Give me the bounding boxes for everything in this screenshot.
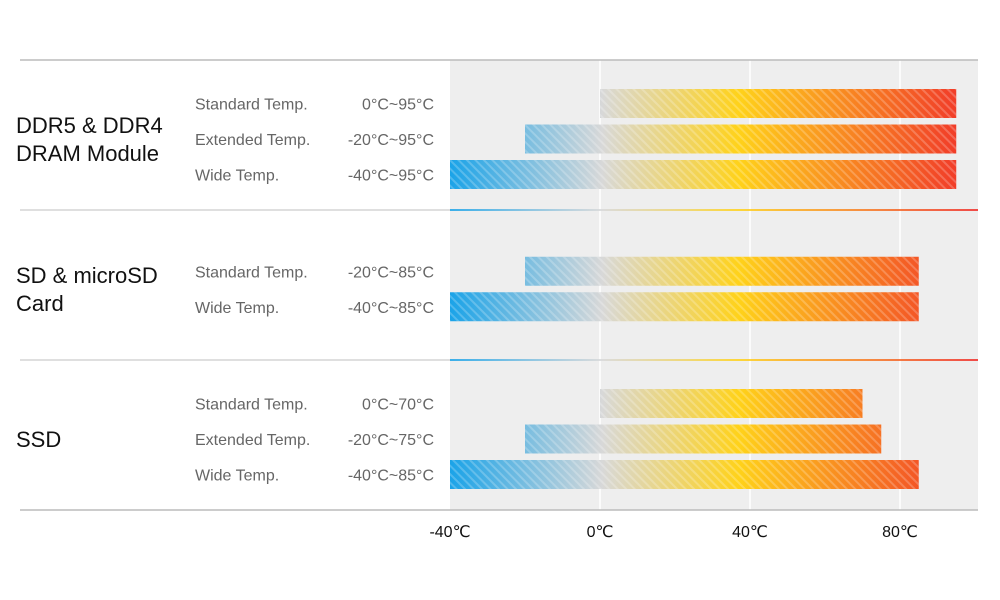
range-bar-texture (450, 292, 919, 322)
group-label: SD & microSD (16, 263, 158, 288)
x-tick-label: -40℃ (429, 524, 470, 541)
range-value-label: -40°C~85°C (348, 300, 434, 317)
row-label: Extended Temp. (195, 132, 310, 149)
row-label: Extended Temp. (195, 432, 310, 449)
group-divider-gradient (450, 359, 978, 361)
x-tick-label: 0℃ (587, 524, 614, 541)
labels: DDR5 & DDR4 DRAM Module Standard Temp. 0°C~… (16, 97, 434, 485)
range-bar-texture (525, 424, 882, 454)
row-label: Wide Temp. (195, 168, 279, 185)
row-label: Wide Temp. (195, 468, 279, 485)
range-value-label: 0°C~70°C (362, 397, 434, 414)
range-bar-texture (525, 256, 919, 286)
range-bar-texture (600, 389, 863, 418)
group-label: Card (16, 291, 64, 316)
range-value-label: -20°C~75°C (348, 432, 434, 449)
group-label: SSD (16, 427, 61, 452)
range-bar-texture (525, 124, 957, 154)
bars (450, 89, 957, 489)
range-value-label: -20°C~95°C (348, 132, 434, 149)
x-tick-label: 80℃ (882, 524, 918, 541)
range-value-label: -20°C~85°C (348, 264, 434, 281)
x-axis: -40℃ 0℃ 40℃ 80℃ (429, 524, 917, 541)
range-bar-texture (600, 89, 957, 118)
group-label: DDR5 & DDR4 (16, 113, 163, 138)
group-label: DRAM Module (16, 141, 159, 166)
x-tick-label: 40℃ (732, 524, 768, 541)
range-value-label: 0°C~95°C (362, 97, 434, 114)
range-value-label: -40°C~85°C (348, 468, 434, 485)
group-divider-gradient (450, 209, 978, 211)
range-bar-texture (450, 160, 957, 189)
range-bar-texture (450, 460, 919, 489)
row-label: Standard Temp. (195, 97, 308, 114)
group-separators (20, 59, 978, 511)
range-value-label: -40°C~95°C (348, 168, 434, 185)
row-label: Standard Temp. (195, 264, 308, 281)
row-label: Wide Temp. (195, 300, 279, 317)
row-label: Standard Temp. (195, 397, 308, 414)
